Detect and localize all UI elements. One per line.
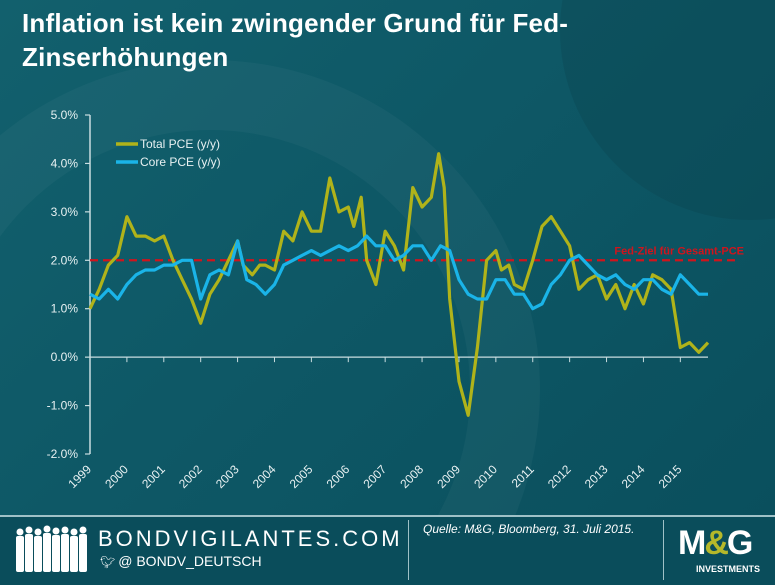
- legend-label: Core PCE (y/y): [140, 155, 221, 169]
- x-tick-label: 2005: [287, 462, 316, 491]
- title-line-1: Inflation ist kein zwingender Grund für …: [22, 8, 569, 38]
- x-tick-label: 2014: [619, 462, 648, 491]
- x-tick-label: 2010: [471, 462, 500, 491]
- y-tick-label: 1.0%: [51, 302, 79, 316]
- legend-label: Total PCE (y/y): [140, 137, 220, 151]
- brand-link[interactable]: BONDVIGILANTES.COM: [98, 526, 403, 551]
- total-pce-line: [88, 152, 710, 417]
- x-tick-label: 2006: [324, 462, 353, 491]
- core-pce-line: [89, 234, 708, 311]
- y-tick-label: 5.0%: [51, 108, 79, 122]
- x-tick-label: 2012: [545, 462, 574, 491]
- x-tick-label: 2011: [509, 462, 537, 490]
- twitter-handle-link[interactable]: 🐦︎ @ BONDV_DEUTSCH: [100, 553, 262, 569]
- y-tick-label: 2.0%: [51, 253, 79, 267]
- footer-divider: [408, 520, 409, 580]
- x-tick-label: 2008: [397, 462, 426, 491]
- twitter-handle: @ BONDV_DEUTSCH: [118, 553, 262, 569]
- twitter-bird-icon: 🐦︎: [100, 555, 116, 569]
- line-chart: 5.0% 4.0% 3.0% 2.0% 1.0% 0.0% -1.0% -2.0%1999 20…: [47, 108, 744, 491]
- footer: [0, 515, 775, 585]
- chart-background: [0, 0, 775, 515]
- source-note: Quelle: M&G, Bloomberg, 31. Juli 2015.: [423, 522, 635, 536]
- x-tick-label: 1999: [65, 462, 94, 491]
- x-tick-label: 2007: [361, 462, 390, 491]
- y-tick-label: 4.0%: [51, 156, 79, 170]
- chart-title: Inflation ist kein zwingender Grund für …: [22, 6, 762, 74]
- logo-mark: M&G: [678, 524, 753, 562]
- y-tick-label: 0.0%: [51, 350, 79, 364]
- fed-target-label: Fed-Ziel für Gesamt-PCE: [614, 245, 744, 257]
- x-tick-label: 2002: [176, 462, 205, 491]
- x-tick-label: 2013: [582, 462, 611, 491]
- x-tick-label: 2001: [139, 462, 168, 491]
- x-tick-label: 2004: [250, 462, 279, 491]
- reference-line-group: Fed-Ziel für Gesamt-PCE: [90, 245, 744, 262]
- series-group: [88, 152, 710, 417]
- y-tick-label: 3.0%: [51, 205, 79, 219]
- x-tick-label: 2009: [434, 462, 463, 491]
- y-tick-label: -2.0%: [47, 447, 79, 461]
- legend: Total PCE (y/y) Core PCE (y/y): [116, 137, 221, 169]
- footer-divider: [663, 520, 664, 580]
- mg-investments-logo: M&G INVESTMENTS: [676, 524, 766, 580]
- x-tick-label: 2003: [213, 462, 242, 491]
- logo-subtext: INVESTMENTS: [696, 564, 761, 574]
- people-silhouette-icon: [16, 525, 87, 572]
- y-tick-label: -1.0%: [47, 399, 79, 413]
- x-tick-label: 2015: [656, 462, 685, 491]
- title-line-2: Zinserhöhungen: [22, 42, 229, 72]
- x-tick-label: 2000: [102, 462, 131, 491]
